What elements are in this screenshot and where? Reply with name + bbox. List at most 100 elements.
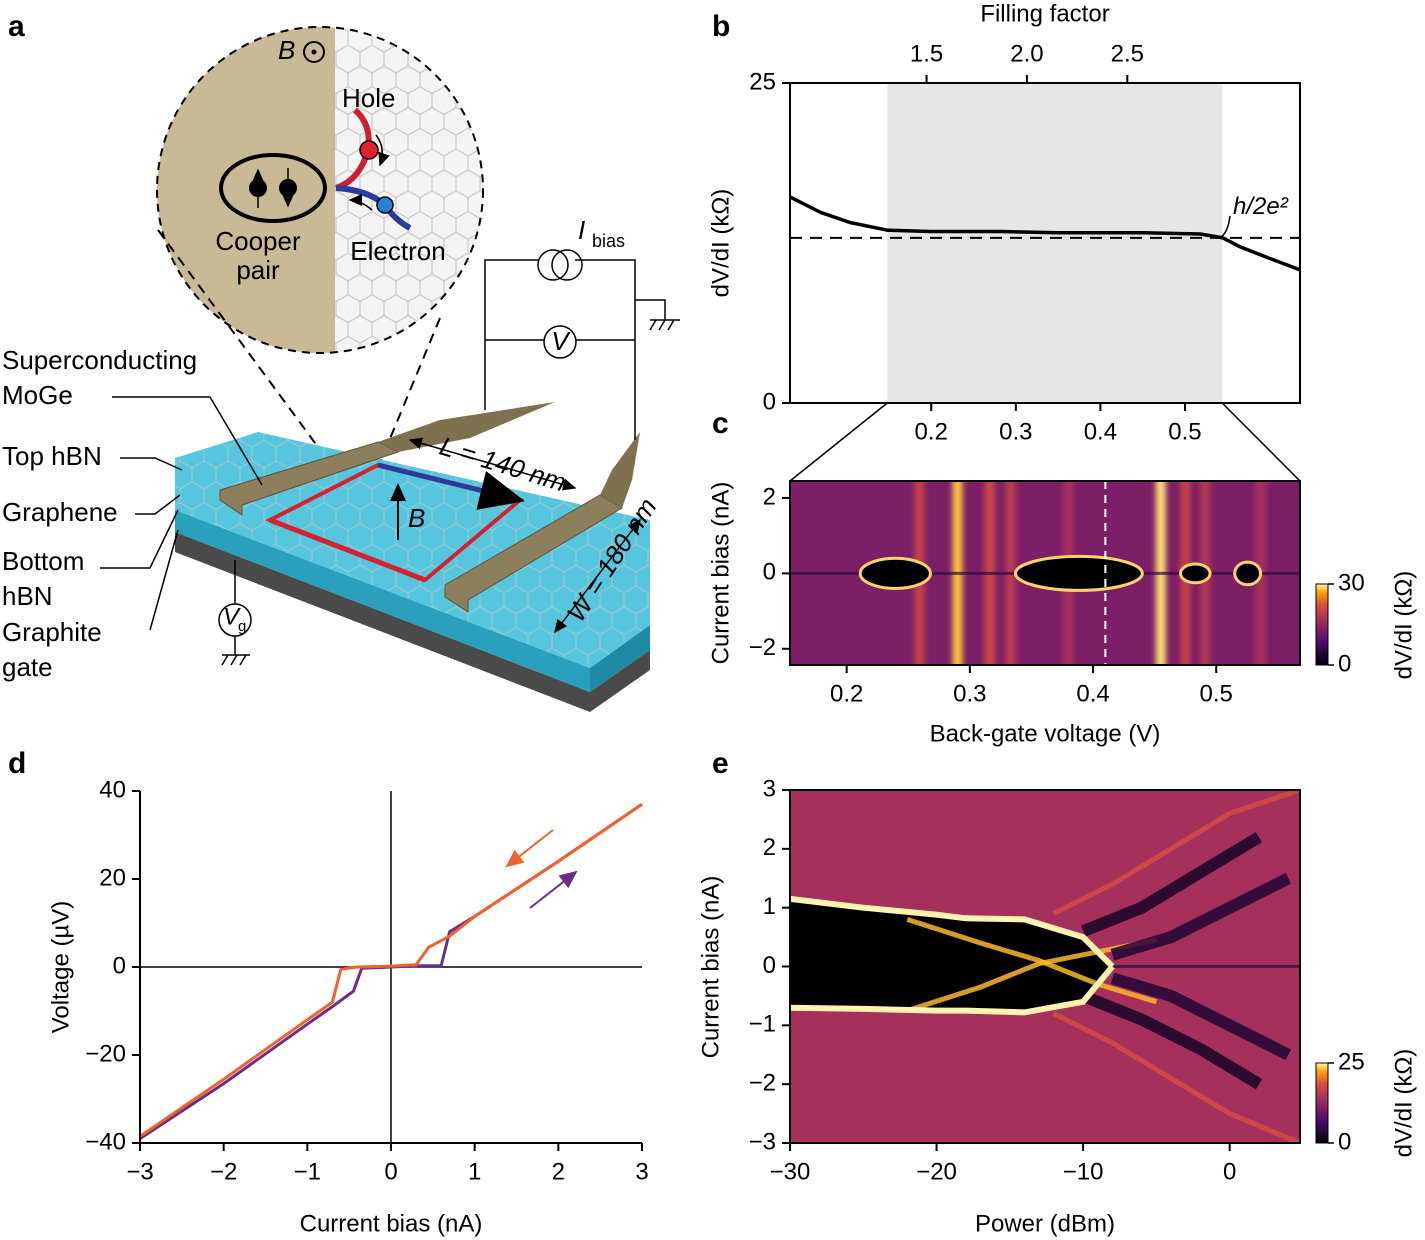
- gate-source: [218, 603, 252, 637]
- colorbar: [1315, 1062, 1329, 1144]
- slab-side: [175, 510, 590, 692]
- x-axis-label: Back-gate voltage (V): [930, 720, 1161, 747]
- y-tick-label: 1: [763, 893, 776, 920]
- inset: [157, 27, 483, 353]
- layer-label: MoGe: [2, 380, 73, 410]
- field-symbol: [311, 49, 317, 55]
- colorbar: [1315, 583, 1329, 666]
- y-tick-label: 0: [763, 952, 776, 979]
- shaded-region: [887, 83, 1223, 403]
- superconductor: [157, 27, 335, 353]
- fringe: [1052, 1011, 1300, 1143]
- sweep-arrow: [505, 829, 554, 868]
- x-tick-label: 0.4: [1076, 680, 1109, 707]
- zoom-line: [1221, 402, 1301, 482]
- y-tick-label: −40: [85, 1128, 126, 1155]
- x-tick-label: −3: [126, 1158, 153, 1185]
- x-tick-label: 3: [635, 1158, 648, 1185]
- diagram: a B Hole Electron Cooper pair B L = 140 …: [2, 10, 680, 712]
- x2-tick-label: 2.5: [1111, 40, 1144, 67]
- fringe: [1080, 831, 1263, 937]
- y-tick-label: −1: [749, 1011, 776, 1038]
- y-tick-label: 0: [763, 559, 776, 586]
- voltmeter-label: V: [551, 326, 571, 356]
- y-tick-label: −2: [749, 634, 776, 661]
- current-source-label: I: [578, 215, 585, 245]
- motion-arrow: [375, 134, 390, 167]
- edge-red: [269, 517, 426, 583]
- inset-outline: [156, 26, 484, 354]
- ground: [649, 319, 680, 331]
- graphene: [175, 432, 650, 668]
- electron-dot: [376, 196, 394, 214]
- x-tick-label: 0: [1223, 1158, 1236, 1185]
- reference-label: h/2e²: [1233, 193, 1289, 220]
- pocket: [1013, 554, 1144, 592]
- layer-label: Bottom: [2, 546, 84, 576]
- sweep-arrow: [529, 870, 578, 909]
- x-tick-label: 0.3: [953, 680, 986, 707]
- chart: d −40 −20 0 20 40 −3 −2 −1 0 1 2 3 Voltage (µV) Curren…: [8, 747, 649, 1237]
- lead: [600, 432, 640, 508]
- hole-label: Hole: [342, 83, 395, 113]
- x-tick-label: −1: [294, 1158, 321, 1185]
- layer-label: gate: [2, 652, 53, 682]
- field-label: B: [408, 503, 425, 533]
- layer-label: Graphene: [2, 497, 118, 527]
- gate-label: V: [223, 603, 241, 630]
- panel-label: c: [712, 407, 729, 440]
- pocket: [858, 556, 932, 590]
- fringe: [906, 917, 1158, 1005]
- x-axis-label: Current bias (nA): [300, 1210, 483, 1237]
- colorbar-tick-label: 30: [1338, 569, 1365, 596]
- colorbar-tick-label: 0: [1338, 650, 1351, 677]
- y-axis-label: Voltage (µV): [47, 901, 74, 1034]
- x-tick-label: 1: [468, 1158, 481, 1185]
- x-tick-label: 0.4: [1084, 418, 1117, 445]
- wire: [484, 259, 666, 440]
- x-tick-label: 2: [552, 1158, 565, 1185]
- y-tick-label: 40: [99, 776, 126, 803]
- layer-label: Top hBN: [2, 441, 102, 471]
- x-tick-label: 0.2: [830, 680, 863, 707]
- fringe: [1080, 990, 1263, 1090]
- heatmap: [790, 790, 1300, 1143]
- y-tick-label: 0: [763, 388, 776, 415]
- heatmap: [790, 481, 1300, 665]
- panel-label: e: [712, 747, 729, 780]
- y-axis-label: dV/dI (kΩ): [707, 189, 734, 298]
- x-tick-label: 0.2: [915, 418, 948, 445]
- critical-current: [790, 964, 1115, 1016]
- fringe: [1110, 872, 1291, 961]
- voltmeter: [543, 325, 577, 359]
- panel-label: a: [8, 10, 25, 43]
- colorbar-label: dV/dI (kΩ): [1390, 571, 1417, 680]
- line: [139, 802, 643, 1138]
- y-tick-label: 3: [763, 775, 776, 802]
- line: [789, 195, 1301, 272]
- field-symbol: [303, 41, 325, 63]
- y-axis-label: Current bias (nA): [697, 876, 724, 1059]
- length-arrow: [408, 437, 577, 491]
- gate-subscript: g: [238, 618, 246, 635]
- chart: c 0 30 dV/dI (kΩ) −2 0 2 0.2 0.3 0.4 0.5 Current bi…: [707, 407, 1417, 747]
- y-tick-label: 2: [763, 483, 776, 510]
- x-tick-label: −20: [916, 1158, 957, 1185]
- y-tick-label: 20: [99, 864, 126, 891]
- width-arrow: [554, 518, 641, 634]
- x2-axis-label: Filling factor: [980, 0, 1109, 27]
- pocket: [1179, 562, 1212, 585]
- motion-arrow: [348, 194, 373, 211]
- layer-label: Graphite: [2, 617, 102, 647]
- y-tick-label: 25: [749, 68, 776, 95]
- cooper-pair-ring: [219, 153, 327, 223]
- electron-label: Electron: [350, 236, 445, 266]
- sweep-arrows: [505, 829, 578, 909]
- y-tick-label: 2: [763, 834, 776, 861]
- x-tick-label: −10: [1063, 1158, 1104, 1185]
- cooper-label: Cooper: [215, 226, 301, 256]
- y-tick-label: −2: [749, 1070, 776, 1097]
